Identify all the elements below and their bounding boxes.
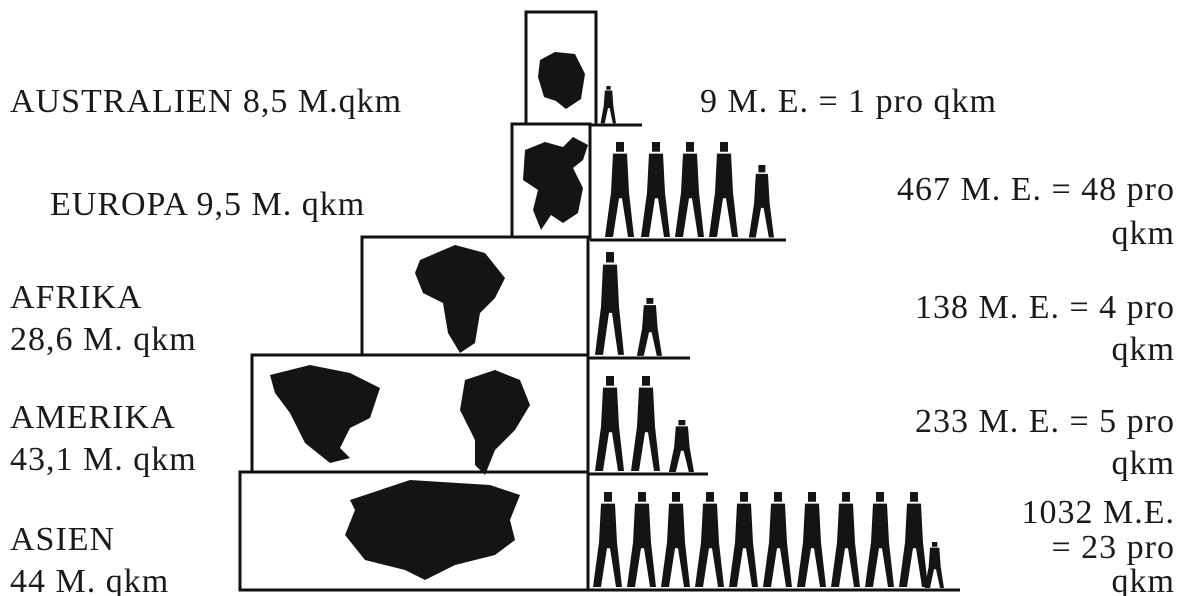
map-europe [523,137,588,230]
population-label: 9 M. E. = 1 pro qkm [700,83,997,120]
continent-label: AFRIKA [10,279,143,316]
map-north-america [270,365,380,463]
population-label: = 23 pro [1052,529,1176,566]
continent-label: AMERIKA [10,399,176,436]
population-label: 233 M. E. = 5 pro [915,403,1175,440]
continent-area: 44 M. qkm [10,563,169,596]
population-label: qkm [1112,215,1175,252]
population-label: qkm [1112,331,1175,368]
map-africa [415,245,505,353]
map-south-america [460,370,530,475]
continent-label: AUSTRALIEN 8,5 M.qkm [10,83,402,120]
continent-area: 43,1 M. qkm [10,441,197,478]
continent-label: EUROPA 9,5 M. qkm [50,186,365,223]
population-label: qkm [1112,563,1175,596]
continent-label: ASIEN [10,521,115,558]
population-label: qkm [1112,445,1175,482]
continent-area: 28,6 M. qkm [10,321,197,358]
population-label: 1032 M.E. [1022,494,1176,531]
population-label: 467 M. E. = 48 pro [897,171,1175,208]
map-australia [538,52,585,109]
map-asia [345,480,520,580]
population-label: 138 M. E. = 4 pro [915,289,1175,326]
population-figures [593,86,944,589]
